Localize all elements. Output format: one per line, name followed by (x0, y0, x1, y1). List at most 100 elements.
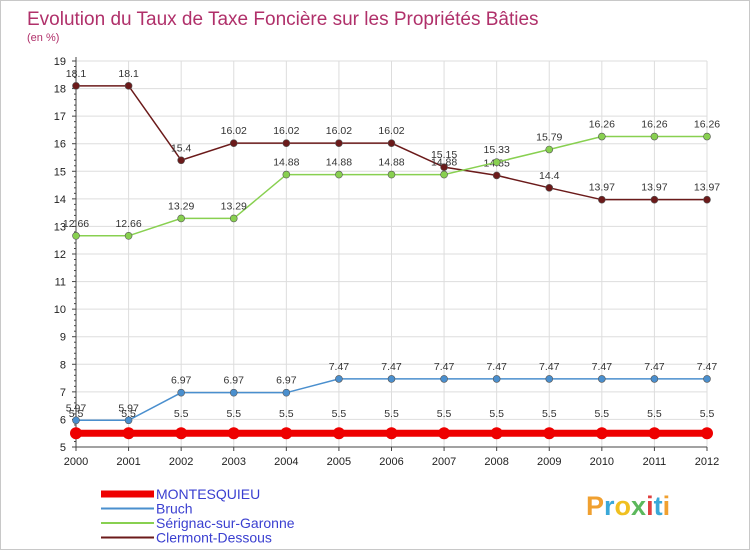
data-point (72, 82, 80, 90)
legend-item-montesquieu: MONTESQUIEU (101, 486, 260, 502)
y-tick-label: 15 (54, 166, 66, 178)
data-label: 13.97 (641, 182, 667, 194)
data-label: 5.5 (542, 408, 557, 420)
data-label: 14.88 (378, 157, 404, 169)
series-bruch: 5.97 5.97 6.97 6.97 6.97 7.47 7.47 7.47 7.47 7.47… (66, 361, 718, 425)
series-clermont-dessous: 18.1 18.115.416.02 16.02 16.02 16.0215.1514.… (66, 68, 720, 204)
data-label: 14.4 (539, 170, 560, 182)
data-point (124, 232, 133, 240)
legend-item-bruch: Bruch (101, 501, 193, 517)
data-label: 5.5 (226, 408, 241, 420)
y-tick-label: 19 (54, 56, 66, 68)
legend-label: Sérignac-sur-Garonne (156, 515, 295, 531)
logo-letter: x (631, 491, 646, 521)
data-label: 5.5 (700, 408, 715, 420)
data-label: 7.47 (644, 361, 665, 373)
x-tick-label: 2002 (169, 456, 193, 468)
data-label: 6.97 (224, 375, 245, 387)
data-point (598, 195, 606, 204)
data-point (282, 170, 291, 179)
data-point (175, 427, 188, 440)
series-s-rignac-sur-garonne: 12.66 12.66 13.29 13.29 14.88 14.88 14.88 14.88… (63, 119, 720, 240)
data-point (385, 427, 398, 440)
data-label: 7.47 (697, 361, 718, 373)
data-point (703, 375, 711, 383)
data-point (124, 416, 133, 425)
data-label: 13.29 (221, 200, 247, 212)
data-label: 12.66 (63, 218, 89, 230)
data-point (440, 163, 448, 171)
data-point (650, 195, 659, 204)
y-tick-label: 14 (54, 194, 66, 206)
data-label: 14.88 (326, 157, 352, 169)
data-point (177, 388, 185, 397)
data-point (438, 427, 451, 440)
data-point (492, 375, 501, 383)
data-label: 16.02 (326, 125, 352, 137)
logo-letter: o (615, 491, 632, 521)
legend-label: MONTESQUIEU (156, 486, 260, 502)
data-label: 5.5 (437, 408, 452, 420)
data-label: 15.15 (431, 149, 457, 161)
y-tick-label: 13 (54, 221, 66, 233)
y-tick-label: 5 (60, 442, 66, 454)
y-tick-label: 10 (54, 304, 66, 316)
data-point (543, 427, 556, 440)
y-tick-label: 8 (60, 359, 66, 371)
data-point (72, 416, 80, 425)
data-point (229, 214, 238, 223)
data-point (280, 427, 293, 440)
data-label: 5.5 (489, 408, 504, 420)
legend-label: Clermont-Dessous (156, 530, 272, 546)
data-label: 12.66 (115, 218, 141, 230)
data-point (335, 139, 343, 147)
y-tick-label: 16 (54, 139, 66, 151)
data-point (335, 170, 343, 179)
data-label: 7.47 (592, 361, 613, 373)
y-tick-label: 12 (54, 249, 66, 261)
data-point (595, 427, 608, 440)
data-point (227, 427, 240, 440)
data-label: 7.47 (486, 361, 507, 373)
legend-label: Bruch (156, 501, 193, 517)
data-point (440, 375, 448, 383)
data-point (650, 375, 659, 383)
data-label: 7.47 (539, 361, 560, 373)
x-tick-label: 2006 (379, 456, 403, 468)
data-label: 16.26 (694, 119, 720, 131)
data-point (598, 132, 606, 141)
data-point (545, 145, 554, 154)
x-tick-label: 2000 (64, 456, 88, 468)
x-tick-label: 2003 (222, 456, 246, 468)
legend-item-s-rignac-sur-garonne: Sérignac-sur-Garonne (101, 515, 295, 531)
data-point (335, 375, 343, 383)
chart-title: Evolution du Taux de Taxe Foncière sur l… (27, 9, 539, 30)
data-point (282, 388, 291, 397)
data-label: 5.5 (174, 408, 189, 420)
data-label: 5.5 (121, 408, 136, 420)
data-label: 5.5 (279, 408, 294, 420)
data-label: 7.47 (381, 361, 402, 373)
x-tick-label: 2010 (590, 456, 614, 468)
data-label: 18.1 (118, 68, 139, 80)
data-point (490, 427, 503, 440)
logo-letter: P (586, 491, 604, 521)
chart-subtitle: (en %) (27, 32, 59, 44)
y-tick-label: 9 (60, 332, 66, 344)
data-label: 13.97 (589, 182, 615, 194)
data-label: 16.26 (589, 119, 615, 131)
data-point (387, 139, 396, 147)
data-label: 7.47 (434, 361, 455, 373)
data-label: 5.5 (647, 408, 662, 420)
x-tick-label: 2008 (484, 456, 508, 468)
data-point (492, 171, 501, 180)
data-label: 5.97 (66, 402, 87, 414)
data-label: 6.97 (171, 375, 192, 387)
x-tick-label: 2012 (695, 456, 719, 468)
series-group: 18.1 18.115.416.02 16.02 16.02 16.0215.1514.… (63, 68, 720, 440)
logo-letter: i (663, 491, 671, 521)
x-tick-label: 2004 (274, 456, 298, 468)
legend: MONTESQUIEUBruchSérignac-sur-GaronneCler… (101, 486, 295, 546)
data-point (545, 184, 554, 192)
